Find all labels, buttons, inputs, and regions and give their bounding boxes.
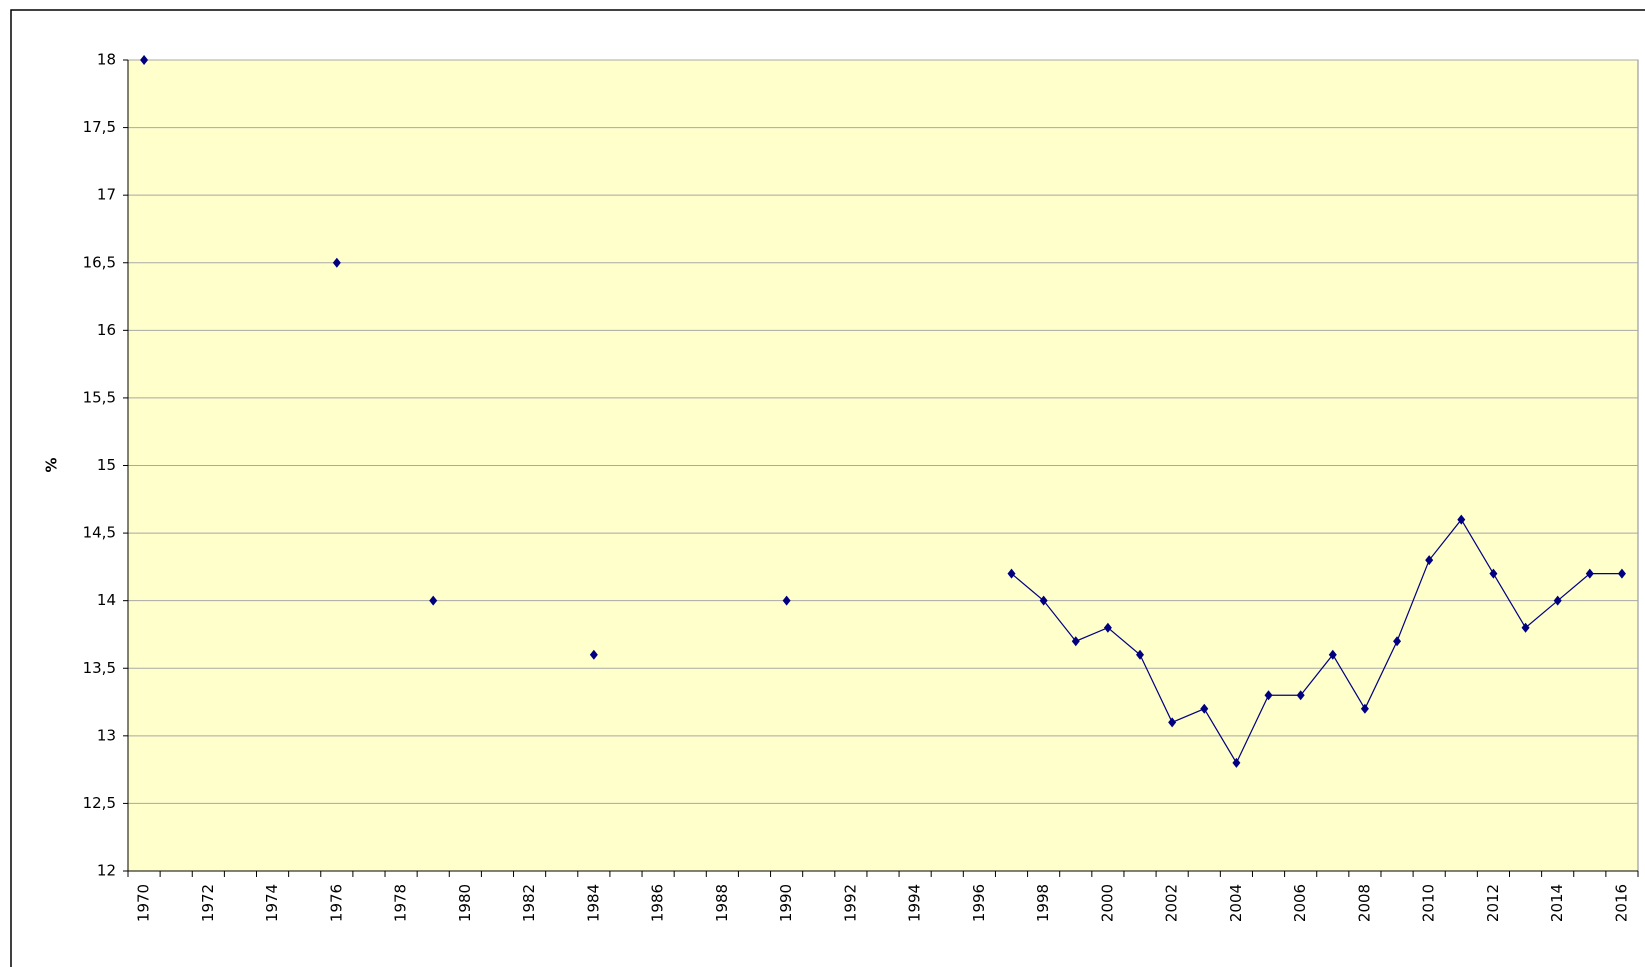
x-tick-label: 1992 xyxy=(841,884,859,922)
data-point xyxy=(1489,568,1498,579)
data-point xyxy=(1585,568,1594,579)
x-tick-label: 2014 xyxy=(1548,884,1566,922)
x-tick-label: 2006 xyxy=(1291,884,1309,922)
y-tick-label: 13,5 xyxy=(83,659,116,677)
data-point xyxy=(589,649,598,660)
chart-border xyxy=(10,9,1645,967)
x-tick-label: 1970 xyxy=(135,884,153,922)
y-tick-label: 18 xyxy=(97,51,116,69)
y-axis-label: % xyxy=(43,457,61,472)
data-point xyxy=(1007,568,1016,579)
y-tick-label: 17,5 xyxy=(83,118,116,136)
series-line xyxy=(1011,518,1622,765)
y-tick-label: 12,5 xyxy=(83,794,116,812)
data-point xyxy=(1296,690,1305,701)
data-point xyxy=(1553,595,1562,606)
data-point xyxy=(782,595,791,606)
data-point xyxy=(1103,622,1112,633)
data-point xyxy=(1071,636,1080,647)
y-tick-label: 16,5 xyxy=(83,253,116,271)
data-point xyxy=(1136,649,1145,660)
data-point xyxy=(429,595,438,606)
data-point xyxy=(1617,568,1626,579)
x-tick-label: 1972 xyxy=(199,884,217,922)
x-tick-label: 2000 xyxy=(1098,884,1116,922)
x-tick-label: 1986 xyxy=(649,884,667,922)
data-point xyxy=(1168,717,1177,728)
y-tick-label: 14 xyxy=(97,591,116,609)
data-point xyxy=(1521,622,1530,633)
data-point xyxy=(1425,555,1434,566)
x-tick-label: 2012 xyxy=(1484,884,1502,922)
data-point xyxy=(1360,703,1369,714)
data-point xyxy=(1264,690,1273,701)
x-tick-label: 1990 xyxy=(777,884,795,922)
x-tick-label: 2010 xyxy=(1420,884,1438,922)
x-tick-label: 1982 xyxy=(520,884,538,922)
data-point xyxy=(1200,703,1209,714)
y-tick-label: 14,5 xyxy=(83,524,116,542)
y-tick-label: 16 xyxy=(97,321,116,339)
y-tick-label: 12 xyxy=(97,862,116,880)
y-tick-label: 17 xyxy=(97,186,116,204)
data-point xyxy=(1457,514,1466,525)
y-tick-label: 13 xyxy=(97,726,116,744)
x-tick-label: 2002 xyxy=(1163,884,1181,922)
x-tick-label: 1988 xyxy=(713,884,731,922)
data-point xyxy=(1039,595,1048,606)
data-point xyxy=(1328,649,1337,660)
data-point xyxy=(332,257,341,268)
x-tick-label: 1976 xyxy=(327,884,345,922)
data-point xyxy=(1393,636,1402,647)
x-tick-label: 1996 xyxy=(970,884,988,922)
data-point xyxy=(1232,757,1241,768)
x-tick-label: 1984 xyxy=(584,884,602,922)
x-tick-label: 1994 xyxy=(906,884,924,922)
x-tick-label: 1978 xyxy=(392,884,410,922)
x-tick-label: 1980 xyxy=(456,884,474,922)
y-tick-label: 15 xyxy=(97,456,116,474)
x-tick-label: 1974 xyxy=(263,884,281,922)
y-tick-label: 15,5 xyxy=(83,388,116,406)
x-tick-label: 2004 xyxy=(1227,884,1245,922)
x-tick-label: 2016 xyxy=(1612,884,1630,922)
data-point xyxy=(140,55,149,65)
x-tick-label: 2008 xyxy=(1355,884,1373,922)
x-tick-label: 1998 xyxy=(1034,884,1052,922)
